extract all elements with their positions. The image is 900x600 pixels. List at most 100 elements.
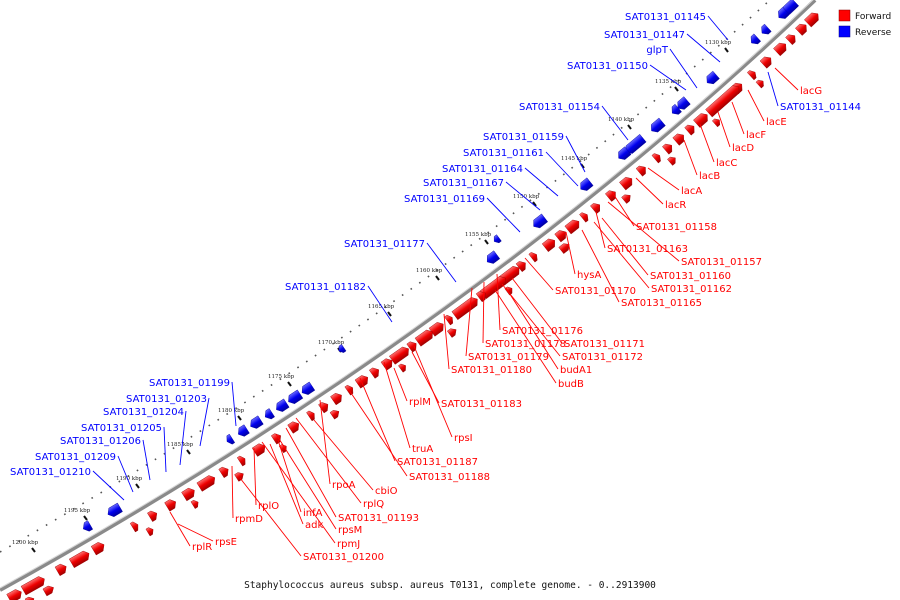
forward-gene	[558, 243, 570, 254]
forward-gene	[42, 585, 54, 597]
label-leader-line	[313, 419, 374, 491]
forward-gene	[528, 252, 538, 263]
label-leader-line	[683, 139, 698, 176]
scale-tick-mark	[532, 201, 537, 207]
label-leader-line	[482, 281, 485, 344]
forward-gene-arrow	[672, 133, 685, 146]
label-leader-line	[426, 242, 457, 283]
gene-label: SAT0131_01199	[149, 378, 230, 389]
forward-gene-arrow	[181, 487, 195, 502]
forward-gene	[804, 12, 819, 28]
label-leader-line	[383, 361, 411, 449]
label-leader-line	[285, 427, 337, 518]
forward-gene-arrow	[795, 23, 807, 36]
forward-gene-arrow	[785, 34, 796, 46]
scale-tick-label: 1185 kbp	[167, 442, 194, 448]
scale-tick-mark	[724, 47, 729, 53]
scale-tick-label: 1140 kbp	[608, 117, 635, 123]
gene-label: SAT0131_01204	[103, 407, 184, 418]
gene-label: SAT0131_01205	[81, 423, 162, 434]
forward-gene	[329, 410, 340, 420]
gene-label: budA1	[560, 365, 592, 376]
forward-gene-arrow	[414, 329, 433, 347]
gene-labels: SAT0131_01145 SAT0131_01147 glpT SAT0131_01…	[10, 12, 861, 563]
forward-gene	[164, 499, 176, 512]
genome-caption: Staphylococcus aureus subsp. aureus T013…	[244, 580, 656, 591]
forward-gene-arrow	[447, 328, 457, 338]
gene-label: SAT0131_01144	[780, 102, 861, 113]
forward-gene-arrow	[684, 124, 695, 136]
forward-gene	[705, 85, 740, 118]
reverse-gene-arrow	[338, 344, 347, 353]
forward-gene	[619, 177, 633, 191]
label-leader-line	[486, 197, 521, 233]
gene-label: SAT0131_01171	[564, 339, 645, 350]
forward-gene	[635, 165, 646, 177]
reverse-gene	[778, 6, 790, 19]
forward-gene	[344, 384, 354, 396]
forward-gene-arrow	[164, 499, 176, 512]
forward-gene-arrow	[54, 563, 67, 577]
forward-gene-arrow	[236, 455, 246, 467]
scale-tick-label: 1130 kbp	[705, 40, 732, 46]
forward-gene-arrow	[20, 576, 45, 596]
scale-tick-mark	[31, 547, 36, 553]
gene-label: lacG	[800, 86, 822, 97]
genome-backbone-highlight	[0, 0, 814, 589]
gene-label: rplQ	[363, 499, 384, 510]
reverse-gene-arrow	[107, 502, 123, 517]
legend-forward-swatch	[838, 9, 851, 22]
gene-label: rpsI	[454, 433, 473, 444]
reverse-gene-arrow	[83, 520, 93, 532]
gene-label: SAT0131_01169	[404, 194, 485, 205]
forward-gene-arrow	[558, 243, 570, 254]
forward-gene-arrow	[759, 56, 772, 69]
forward-gene-arrow	[712, 118, 721, 128]
label-leader-line	[774, 67, 799, 91]
label-leader-line	[686, 33, 721, 63]
label-leader-line	[169, 511, 191, 547]
forward-gene	[218, 466, 229, 478]
gene-label: SAT0131_01210	[10, 467, 91, 478]
label-leader-line	[179, 410, 187, 466]
gene-label: SAT0131_01180	[451, 365, 532, 376]
forward-gene-arrow	[773, 42, 787, 57]
forward-gene-arrow	[287, 421, 299, 434]
reverse-gene	[301, 381, 316, 395]
label-leader-line	[275, 433, 337, 530]
gene-label: rplR	[192, 542, 212, 553]
forward-gene	[354, 375, 368, 389]
forward-gene-arrow	[406, 341, 417, 353]
forward-gene	[444, 314, 454, 326]
gene-label: rpoA	[332, 480, 356, 491]
scale-tick-mark	[287, 381, 292, 387]
forward-gene	[672, 133, 685, 146]
label-leader-line	[277, 439, 302, 513]
legend-forward-label: Forward	[855, 12, 891, 22]
forward-gene	[236, 455, 246, 467]
label-leader-line	[443, 313, 450, 370]
gene-label: SAT0131_01158	[636, 222, 717, 233]
reverse-gene	[706, 70, 720, 85]
gene-label: rplM	[409, 397, 431, 408]
forward-gene	[147, 510, 158, 522]
label-leader-line	[699, 123, 715, 163]
legend: Forward Reverse	[838, 9, 892, 38]
forward-gene-arrow	[755, 79, 764, 89]
reverse-gene	[226, 433, 236, 445]
forward-gene	[651, 153, 661, 164]
forward-gene-arrow	[369, 367, 379, 379]
gene-label: SAT0131_01167	[423, 178, 504, 189]
forward-gene	[785, 34, 796, 46]
scale-tick-mark	[435, 275, 440, 281]
forward-gene	[621, 194, 631, 204]
label-leader-line	[524, 257, 554, 291]
gene-label: adk	[305, 520, 323, 531]
gene-label: lacA	[681, 186, 702, 197]
forward-gene	[773, 42, 787, 57]
forward-gene	[795, 23, 807, 36]
gene-label: rpmD	[235, 514, 263, 525]
genome-backbone	[0, 0, 817, 592]
